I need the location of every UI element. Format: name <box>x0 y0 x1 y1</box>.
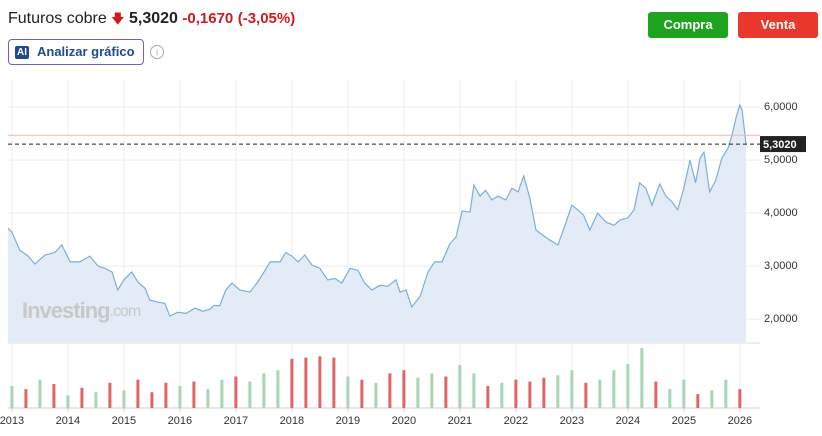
y-tick-label: 2,0000 <box>764 313 798 325</box>
volume-bar <box>360 379 364 408</box>
volume-bar <box>430 373 434 408</box>
price: 5,3020 <box>129 10 178 27</box>
volume-bar <box>626 363 630 408</box>
info-icon <box>150 45 164 59</box>
volume-bar <box>52 384 56 408</box>
y-tick-label: 3,0000 <box>764 260 798 272</box>
x-tick-label: 2017 <box>224 415 248 427</box>
header: Futuros cobre 🡇 5,3020 -0,1670 (-3,05%) <box>8 10 295 32</box>
volume-bar <box>290 358 294 408</box>
x-tick-label: 2022 <box>504 415 528 427</box>
volume-bar <box>248 381 252 408</box>
volume-bar <box>696 394 700 408</box>
volume-bar <box>332 357 336 408</box>
analyze-label: Analizar gráfico <box>37 44 135 59</box>
volume-bar <box>388 373 392 408</box>
volume-bar <box>458 365 462 408</box>
x-tick-label: 2023 <box>560 415 584 427</box>
volume-bar <box>122 390 126 408</box>
volume-bar <box>304 357 308 408</box>
info-icon-glyph: i <box>156 47 158 57</box>
volume-bar <box>318 356 322 408</box>
volume-bar <box>192 381 196 408</box>
volume-bar <box>584 382 588 408</box>
volume-bar <box>150 392 154 408</box>
volume-bar <box>164 382 168 408</box>
volume-bar <box>136 379 140 408</box>
volume-bar <box>346 376 350 408</box>
x-tick-label: 2025 <box>672 415 696 427</box>
price-area <box>8 104 747 343</box>
volume-bar <box>178 385 182 408</box>
volume-bar <box>570 370 574 408</box>
change: -0,1670 <box>182 10 234 27</box>
x-tick-label: 2018 <box>280 415 304 427</box>
buy-button[interactable]: Compra <box>648 12 728 38</box>
y-tick-label: 4,0000 <box>764 207 798 219</box>
y-tick-label: 6,0000 <box>764 101 798 113</box>
x-tick-label: 2014 <box>56 415 80 427</box>
analyze-button[interactable]: AI Analizar gráfico <box>8 39 144 65</box>
x-tick-label: 2021 <box>448 415 472 427</box>
volume-bar <box>108 382 112 408</box>
volume-bar <box>10 385 14 408</box>
volume-bar <box>654 381 658 408</box>
volume-bar <box>528 381 532 408</box>
volume-bar <box>94 392 98 408</box>
volume-bar <box>416 377 420 408</box>
instrument-title: Futuros cobre <box>8 10 107 27</box>
volume-bar <box>710 390 714 408</box>
volume-bar <box>724 379 728 408</box>
last-price-label: 5,3020 <box>763 139 797 151</box>
watermark-brand: Investing <box>22 298 110 323</box>
volume-bar <box>38 379 42 408</box>
volume-bar <box>24 389 28 408</box>
volume-bar <box>234 376 238 408</box>
down-arrow: 🡇 <box>111 11 125 26</box>
volume-bar <box>668 389 672 408</box>
volume-bar <box>500 382 504 408</box>
change-pct: (-3,05%) <box>237 10 296 27</box>
ai-badge: AI <box>15 46 29 60</box>
volume-bar <box>640 348 644 408</box>
price-line <box>7 103 747 317</box>
volume-bar <box>80 387 84 408</box>
x-tick-label: 2013 <box>0 415 24 427</box>
volume-bar <box>206 389 210 408</box>
last-price-box <box>760 136 806 153</box>
volume-bar <box>598 379 602 408</box>
volume-bar <box>66 395 70 408</box>
volume-bar <box>444 376 448 408</box>
sell-button[interactable]: Venta <box>738 12 818 38</box>
x-tick-label: 2020 <box>392 415 416 427</box>
watermark: Investing.com <box>22 298 141 323</box>
volume-bar <box>262 373 266 408</box>
x-tick-label: 2026 <box>728 415 752 427</box>
volume-bar <box>276 370 280 408</box>
y-tick-label: 5,0000 <box>764 154 798 166</box>
volume-bar <box>738 389 742 408</box>
watermark-suffix: .com <box>110 303 141 320</box>
volume-bar <box>486 385 490 408</box>
volume-bar <box>374 382 378 408</box>
volume-bar <box>220 379 224 408</box>
volume-bar <box>472 373 476 408</box>
volume-bar <box>402 370 406 408</box>
volume-bar <box>612 370 616 408</box>
x-tick-label: 2019 <box>336 415 360 427</box>
volume-bar <box>682 379 686 408</box>
x-tick-label: 2016 <box>168 415 192 427</box>
x-tick-label: 2024 <box>616 415 640 427</box>
volume-bar <box>542 377 546 408</box>
x-tick-label: 2015 <box>112 415 136 427</box>
volume-bar <box>556 375 560 408</box>
volume-bar <box>514 379 518 408</box>
